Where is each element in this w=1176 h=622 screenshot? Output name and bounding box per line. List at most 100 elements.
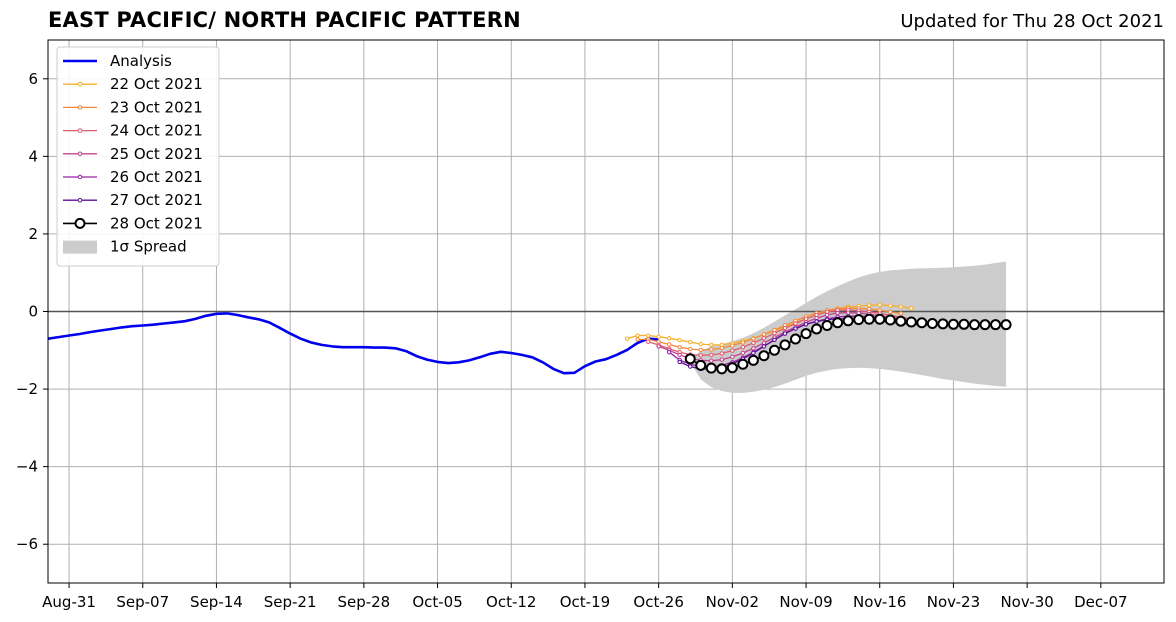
legend-label: 24 Oct 2021: [110, 122, 203, 140]
forecast-point: [751, 346, 756, 351]
y-tick-label: −6: [16, 535, 38, 553]
legend-label: 22 Oct 2021: [110, 75, 203, 93]
forecast-point: [709, 347, 714, 352]
forecast-point: [751, 350, 756, 356]
forecast-point: [751, 336, 756, 341]
chart-title: EAST PACIFIC/ NORTH PACIFIC PATTERN: [48, 8, 521, 32]
legend-swatch-marker: [77, 197, 83, 203]
forecast-point: [709, 352, 714, 358]
forecast-point: [898, 304, 903, 310]
forecast-point: [645, 333, 651, 338]
forecast-point: [740, 344, 746, 350]
forecast-point: [790, 333, 802, 345]
forecast-point: [716, 363, 728, 375]
forecast-point: [688, 346, 693, 352]
forecast-point: [709, 342, 714, 348]
forecast-point: [624, 336, 630, 341]
forecast-point: [677, 344, 682, 350]
x-tick-label: Oct-05: [412, 593, 462, 611]
x-tick-label: Nov-16: [853, 593, 906, 611]
forecast-point: [888, 303, 893, 308]
forecast-point: [958, 318, 970, 330]
forecast-point: [803, 322, 809, 327]
x-tick-label: Sep-14: [190, 593, 243, 611]
x-tick-label: Aug-31: [42, 593, 96, 611]
forecast-point: [824, 312, 830, 318]
forecast-point: [782, 331, 788, 336]
forecast-point: [916, 317, 928, 329]
x-tick-label: Nov-30: [1000, 593, 1053, 611]
forecast-point: [761, 332, 767, 337]
x-tick-label: Nov-09: [779, 593, 832, 611]
x-tick-label: Sep-07: [116, 593, 169, 611]
forecast-point: [874, 313, 886, 325]
forecast-point: [730, 354, 735, 360]
forecast-point: [867, 303, 872, 308]
x-tick-label: Nov-23: [927, 593, 980, 611]
legend-label: 28 Oct 2021: [110, 214, 203, 232]
forecast-point: [793, 321, 798, 326]
forecast-point: [832, 317, 844, 329]
forecast-point: [677, 359, 682, 365]
forecast-point: [884, 314, 896, 326]
forecast-point: [635, 333, 640, 338]
forecast-point: [1000, 319, 1012, 331]
y-tick-label: 0: [28, 303, 38, 321]
legend-label: 27 Oct 2021: [110, 191, 203, 209]
forecast-point: [747, 354, 759, 366]
forecast-point: [979, 319, 991, 331]
x-tick-label: Dec-07: [1074, 593, 1128, 611]
forecast-point: [772, 337, 777, 343]
legend-swatch-marker: [77, 128, 83, 133]
forecast-point: [656, 344, 661, 349]
legend-swatch-marker: [77, 105, 83, 110]
x-tick-label: Oct-12: [486, 593, 536, 611]
forecast-point: [821, 319, 833, 331]
chart-subtitle: Updated for Thu 28 Oct 2021: [900, 11, 1164, 32]
legend-label: Analysis: [110, 52, 172, 70]
spread-band: [690, 261, 1007, 393]
forecast-point: [937, 318, 949, 330]
forecast-point: [751, 340, 756, 346]
x-tick-label: Oct-19: [560, 593, 610, 611]
forecast-point: [853, 314, 865, 326]
forecast-point: [772, 331, 777, 336]
forecast-point: [709, 358, 714, 363]
forecast-point: [888, 309, 893, 315]
forecast-point: [730, 343, 735, 348]
forecast-point: [740, 340, 746, 345]
legend-swatch-marker: [77, 151, 83, 157]
forecast-point: [782, 325, 788, 331]
x-tick-label: Oct-26: [633, 593, 683, 611]
forecast-point: [698, 341, 703, 347]
forecast-point: [835, 310, 840, 316]
forecast-point: [779, 339, 791, 351]
legend-box: [56, 46, 220, 267]
legend-label: 25 Oct 2021: [110, 145, 203, 163]
legend-label: 1σ Spread: [110, 238, 187, 256]
forecast-point: [656, 334, 661, 339]
forecast-point: [863, 313, 875, 325]
forecast-point: [803, 316, 809, 322]
analysis-line: [48, 312, 659, 375]
forecast-point: [758, 350, 770, 362]
legend-swatch-marker: [77, 81, 83, 87]
y-tick-label: −4: [16, 458, 38, 476]
forecast-point: [677, 338, 682, 343]
forecast-point: [768, 344, 780, 356]
forecast-point: [666, 342, 672, 347]
forecast-point: [811, 323, 823, 335]
legend-swatch-marker: [74, 217, 86, 229]
forecast-point: [719, 357, 725, 362]
forecast-point: [898, 311, 903, 316]
forecast-point: [698, 353, 703, 358]
legend-swatch-marker: [77, 174, 83, 180]
forecast-point: [688, 339, 693, 345]
forecast-point: [684, 353, 696, 365]
forecast-point: [740, 350, 746, 356]
forecast-point: [677, 352, 682, 358]
forecast-point: [905, 316, 917, 328]
forecast-point: [688, 364, 693, 369]
forecast-point: [645, 339, 651, 344]
